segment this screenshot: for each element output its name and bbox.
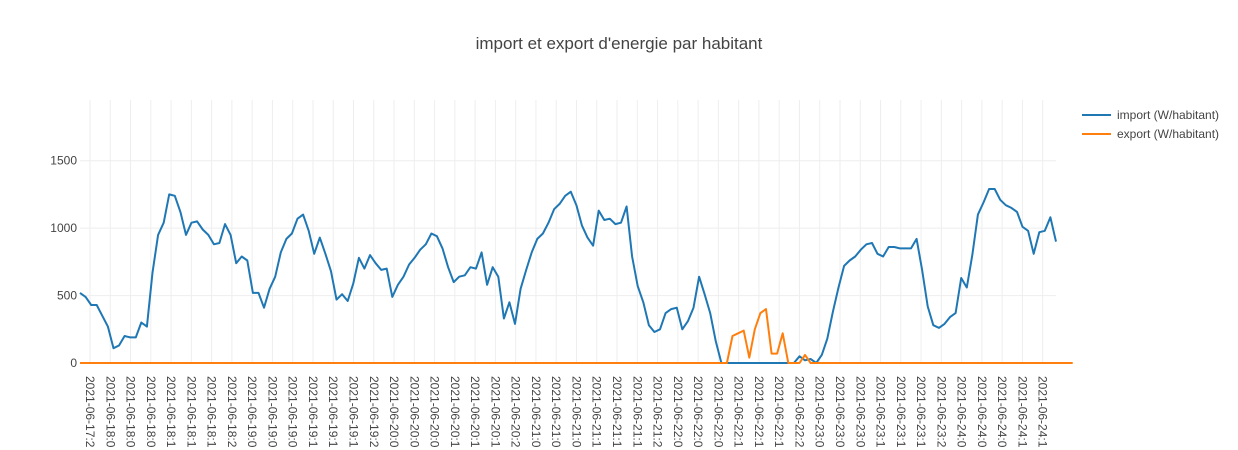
x-axis-ticks: 2021-06-17:2 2021-06-18:0 2021-06-18:0 2021…: [83, 376, 1050, 448]
chart-title: import et export d'energie par habitant: [475, 34, 763, 53]
x-tick-label: 2021-06-24:0: [975, 376, 989, 448]
x-tick-label: 2021-06-23:0: [853, 376, 867, 448]
y-tick-label: 0: [70, 356, 77, 370]
x-tick-label: 2021-06-21:0: [529, 376, 543, 448]
x-tick-label: 2021-06-18:0: [144, 376, 158, 448]
x-tick-label: 2021-06-20:1: [488, 376, 502, 448]
x-tick-label: 2021-06-24:1: [1015, 376, 1029, 448]
x-tick-label: 2021-06-24:1: [1036, 376, 1050, 448]
x-tick-label: 2021-06-18:0: [103, 376, 117, 448]
legend-label: export (W/habitant): [1117, 127, 1219, 141]
x-tick-label: 2021-06-21:0: [549, 376, 563, 448]
x-tick-label: 2021-06-18:2: [225, 376, 239, 448]
x-tick-label: 2021-06-19:1: [306, 376, 320, 448]
legend[interactable]: import (W/habitant) export (W/habitant): [1082, 108, 1219, 141]
legend-item-export[interactable]: export (W/habitant): [1082, 127, 1219, 141]
y-tick-label: 1500: [50, 154, 77, 168]
x-tick-label: 2021-06-19:0: [265, 376, 279, 448]
x-tick-label: 2021-06-23:2: [934, 376, 948, 448]
y-axis-ticks: 0 500 1000 1500: [50, 154, 77, 370]
x-tick-label: 2021-06-19:0: [245, 376, 259, 448]
x-tick-label: 2021-06-23:1: [894, 376, 908, 448]
legend-label: import (W/habitant): [1117, 108, 1219, 122]
x-tick-label: 2021-06-19:1: [347, 376, 361, 448]
x-tick-label: 2021-06-21:1: [610, 376, 624, 448]
x-tick-label: 2021-06-24:0: [955, 376, 969, 448]
x-tick-label: 2021-06-23:0: [833, 376, 847, 448]
x-tick-label: 2021-06-20:2: [509, 376, 523, 448]
x-tick-label: 2021-06-19:2: [367, 376, 381, 448]
x-tick-label: 2021-06-20:0: [428, 376, 442, 448]
x-tick-label: 2021-06-18:1: [164, 376, 178, 448]
x-tick-label: 2021-06-18:1: [184, 376, 198, 448]
x-tick-label: 2021-06-21:0: [569, 376, 583, 448]
gridlines: [80, 100, 1056, 363]
x-tick-label: 2021-06-22:0: [711, 376, 725, 448]
x-tick-label: 2021-06-18:1: [205, 376, 219, 448]
x-tick-label: 2021-06-22:1: [772, 376, 786, 448]
x-tick-label: 2021-06-21:2: [651, 376, 665, 448]
x-tick-label: 2021-06-22:1: [732, 376, 746, 448]
x-tick-label: 2021-06-17:2: [83, 376, 97, 448]
x-tick-label: 2021-06-20:0: [387, 376, 401, 448]
series-lines: [79, 188, 1073, 364]
x-tick-label: 2021-06-24:0: [995, 376, 1009, 448]
y-tick-label: 1000: [50, 221, 77, 235]
x-tick-label: 2021-06-22:2: [792, 376, 806, 448]
x-tick-label: 2021-06-20:1: [448, 376, 462, 448]
x-tick-label: 2021-06-19:1: [326, 376, 340, 448]
x-tick-label: 2021-06-22:1: [752, 376, 766, 448]
x-tick-label: 2021-06-18:0: [124, 376, 138, 448]
x-tick-label: 2021-06-20:0: [407, 376, 421, 448]
series-line-export: [80, 308, 1073, 364]
x-tick-label: 2021-06-19:0: [286, 376, 300, 448]
x-tick-label: 2021-06-23:1: [874, 376, 888, 448]
series-line-import: [79, 188, 1057, 364]
x-tick-label: 2021-06-21:1: [590, 376, 604, 448]
x-tick-label: 2021-06-23:1: [914, 376, 928, 448]
x-tick-label: 2021-06-22:0: [691, 376, 705, 448]
x-tick-label: 2021-06-23:0: [813, 376, 827, 448]
x-tick-label: 2021-06-22:0: [671, 376, 685, 448]
x-tick-label: 2021-06-21:1: [630, 376, 644, 448]
legend-item-import[interactable]: import (W/habitant): [1082, 108, 1219, 122]
x-tick-label: 2021-06-20:1: [468, 376, 482, 448]
y-tick-label: 500: [57, 289, 77, 303]
